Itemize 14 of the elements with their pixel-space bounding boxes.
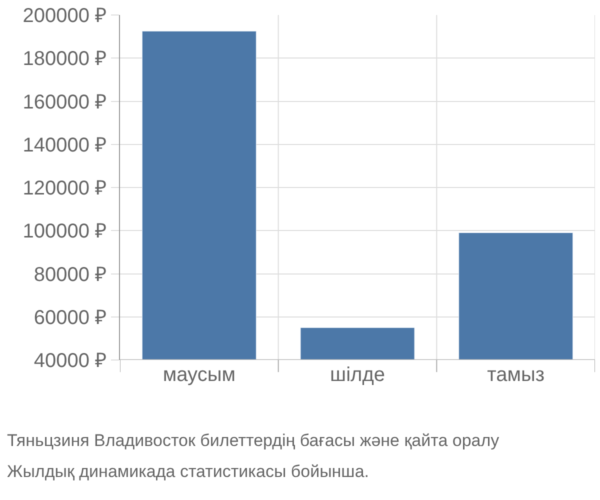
y-tick-label: 140000 ₽ xyxy=(22,134,107,156)
y-tick-label: 100000 ₽ xyxy=(22,220,107,243)
y-tick-label: 200000 ₽ xyxy=(22,5,107,27)
y-tick-label: 80000 ₽ xyxy=(34,264,107,286)
x-tick-label: маусым xyxy=(162,364,236,386)
text: Тяньцзиня Владивосток билеттердің бағасы және қайта оралу xyxy=(7,431,500,450)
y-tick-label: 40000 ₽ xyxy=(34,350,107,372)
y-tick-label: 160000 ₽ xyxy=(22,91,107,114)
text: Жылдық динамикада статистикасы бойынша. xyxy=(7,462,369,481)
y-tick-label: 60000 ₽ xyxy=(34,306,107,329)
y-tick-label: 120000 ₽ xyxy=(22,178,107,200)
x-tick-label: тамыз xyxy=(487,364,545,386)
y-tick-label: 180000 ₽ xyxy=(22,48,107,70)
x-tick-label: шілде xyxy=(330,364,385,386)
